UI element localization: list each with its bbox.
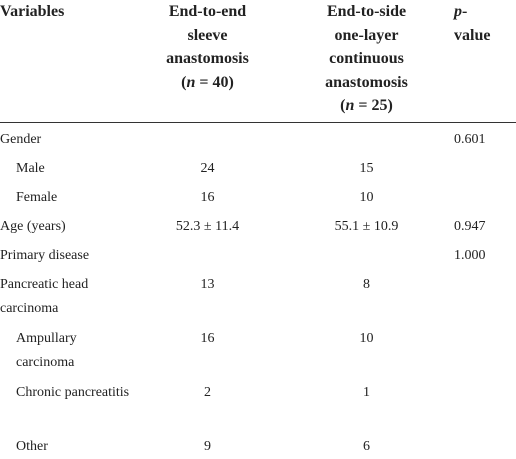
cell: 8 (363, 277, 370, 292)
header-text: one-layer (334, 26, 399, 44)
row: Pancreatic head carcinoma 13 8 (0, 268, 516, 322)
cell: 52.3 ± 11.4 (175, 219, 240, 234)
header-row: Variables End-to-end sleeve anastomosis (n … (0, 0, 516, 123)
cell: 16 (200, 331, 215, 346)
cell (285, 239, 448, 268)
row: Ampullary carcinoma 16 10 (0, 322, 516, 376)
cell: Age (years) (0, 219, 66, 234)
cell: 24 (200, 161, 215, 176)
cell: 10 (359, 190, 374, 205)
header-text: = 25) (354, 97, 393, 114)
cell (448, 430, 516, 459)
cell: Female (16, 190, 58, 205)
cell: 2 (204, 385, 211, 400)
header-text: p (454, 3, 462, 20)
header-text: continuous (329, 50, 404, 67)
cell: Male (16, 161, 45, 176)
header-text: ( (340, 97, 346, 114)
cell: 10 (359, 331, 374, 346)
cell (130, 123, 285, 153)
header-text: = 40) (195, 73, 234, 91)
cell: Gender (0, 132, 42, 147)
cell: Pancreatic head carcinoma (0, 277, 89, 316)
header-text: anastomosis (325, 73, 408, 91)
header-text: ( (181, 73, 187, 91)
cell: 0.947 (454, 219, 486, 234)
cell: 9 (204, 439, 211, 454)
cell: 0.601 (454, 132, 486, 147)
cell (448, 322, 516, 376)
cell: 15 (359, 161, 374, 176)
header-text: Variables (0, 3, 65, 20)
header-text: value (454, 26, 491, 44)
header-cell: End-to-side one-layer continuous anastomosi… (285, 0, 448, 123)
header-text: n (186, 73, 196, 91)
cell: Primary disease (0, 248, 90, 263)
header-cell: p- value (448, 0, 516, 123)
cell (130, 239, 285, 268)
row: Gender 0.601 (0, 123, 516, 153)
cell: 13 (200, 277, 215, 292)
cell: 6 (363, 439, 370, 454)
header-text: n (345, 97, 355, 114)
cell (448, 268, 516, 322)
row: Chronic pancreatitis 2 1 (0, 376, 516, 430)
cell (448, 181, 516, 210)
row: Other 9 6 (0, 430, 516, 459)
cell: Other (16, 439, 48, 454)
header-text: End-to-end (168, 3, 247, 20)
cell: 16 (200, 190, 215, 205)
header-text: sleeve (187, 26, 228, 44)
row: Male 24 15 (0, 152, 516, 181)
cell (448, 376, 516, 430)
header-text: - (462, 3, 468, 20)
header-cell: Variables (0, 0, 130, 123)
header-cell: End-to-end sleeve anastomosis (n = 40) (130, 0, 285, 123)
header-text: End-to-side (326, 3, 407, 20)
cell (285, 123, 448, 153)
cell: Chronic pancreatitis (16, 385, 130, 400)
cell: Ampullary carcinoma (16, 331, 77, 370)
row: Age (years) 52.3 ± 11.4 55.1 ± 10.9 0.947 (0, 210, 516, 239)
header-text: anastomosis (166, 50, 249, 67)
cell: 55.1 ± 10.9 (334, 219, 399, 234)
cell: 1.000 (454, 248, 486, 263)
cell: 1 (363, 385, 370, 400)
cell (448, 152, 516, 181)
row: Female 16 10 (0, 181, 516, 210)
row: Primary disease 1.000 (0, 239, 516, 268)
